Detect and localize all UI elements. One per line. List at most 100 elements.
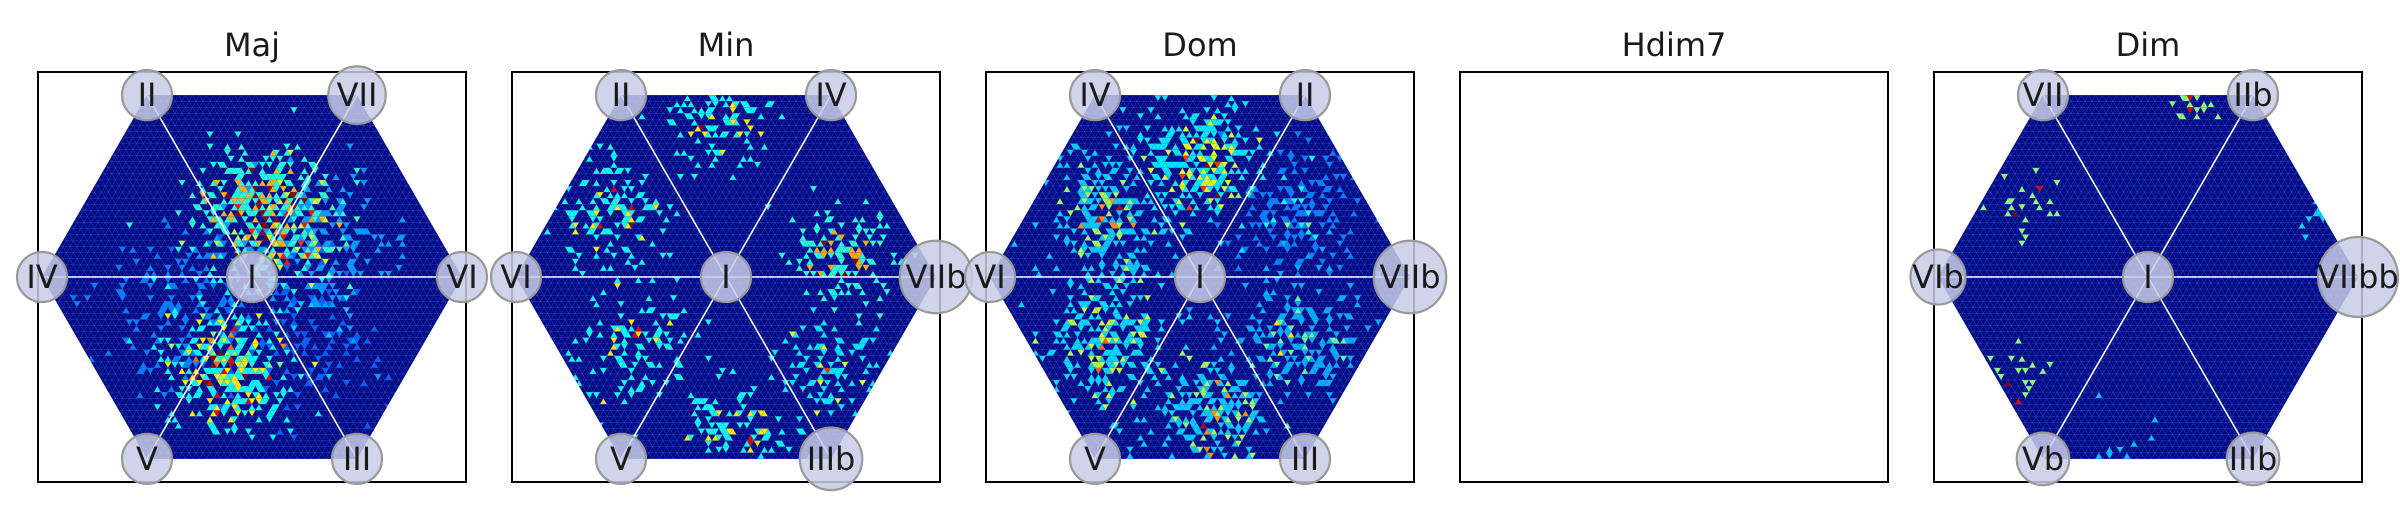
- density-cell: [473, 204, 480, 210]
- density-cell: [18, 204, 25, 210]
- density-cell: [546, 101, 553, 107]
- density-cell: [14, 210, 21, 216]
- density-cell: [504, 101, 511, 107]
- density-cell: [426, 137, 435, 144]
- density-cell: [454, 149, 462, 157]
- density-cell: [426, 131, 435, 138]
- density-cell: [440, 198, 449, 205]
- density-cell: [419, 149, 428, 157]
- density-cell: [423, 143, 431, 151]
- density-cell: [504, 107, 511, 113]
- density-cell: [529, 95, 536, 101]
- density-cell: [7, 150, 14, 156]
- density-cell: [69, 149, 78, 157]
- density-cell: [426, 167, 435, 175]
- density-cell: [504, 138, 511, 144]
- density-cell: [539, 162, 546, 168]
- density-cell: [52, 149, 60, 156]
- density-cell: [4, 101, 11, 107]
- density-cell: [497, 204, 504, 210]
- density-cell: [42, 185, 46, 193]
- density-cell: [87, 161, 95, 169]
- density-cell: [536, 150, 543, 156]
- density-cell: [543, 210, 550, 216]
- density-cell: [550, 113, 557, 119]
- density-cell: [574, 95, 581, 101]
- density-cell: [480, 162, 487, 168]
- density-cell: [25, 138, 32, 144]
- density-cell: [480, 198, 487, 204]
- density-cell: [447, 101, 456, 108]
- density-cell: [539, 210, 546, 216]
- density-cell: [560, 174, 567, 180]
- density-cell: [59, 197, 67, 205]
- density-cell: [497, 113, 504, 119]
- density-cell: [567, 119, 574, 125]
- density-cell: [454, 191, 462, 199]
- density-cell: [423, 149, 431, 156]
- density-cell: [405, 173, 414, 181]
- density-cell: [433, 143, 442, 150]
- density-cell: [454, 125, 462, 132]
- density-cell: [518, 150, 525, 156]
- density-cell: [388, 125, 396, 132]
- density-cell: [574, 156, 581, 162]
- density-cell: [536, 132, 543, 138]
- density-cell: [536, 180, 543, 186]
- density-cell: [447, 137, 456, 144]
- density-cell: [430, 179, 438, 187]
- density-cell: [536, 186, 543, 192]
- density-cell: [21, 192, 28, 198]
- density-cell: [48, 179, 57, 187]
- density-cell: [473, 192, 480, 198]
- density-cell: [80, 173, 88, 181]
- density-cell: [73, 107, 81, 114]
- density-cell: [518, 198, 525, 204]
- density-cell: [52, 125, 60, 132]
- density-cell: [476, 125, 483, 131]
- density-cell: [4, 210, 11, 216]
- density-cell: [525, 192, 532, 198]
- density-cell: [419, 137, 428, 144]
- density-cell: [0, 113, 7, 119]
- density-cell: [550, 119, 557, 125]
- density-cell: [444, 209, 452, 217]
- density-cell: [42, 197, 46, 205]
- density-cell: [469, 150, 476, 156]
- density-cell: [0, 162, 7, 168]
- density-cell: [494, 119, 501, 125]
- density-cell: [564, 174, 571, 180]
- density-cell: [423, 185, 431, 193]
- density-cell: [90, 143, 99, 150]
- density-cell: [433, 101, 442, 108]
- density-cell: [578, 132, 585, 138]
- density-cell: [522, 204, 529, 210]
- density-cell: [115, 100, 123, 108]
- density-cell: [458, 125, 462, 132]
- density-cell: [504, 156, 511, 162]
- density-cell: [11, 156, 18, 162]
- density-cell: [501, 156, 508, 162]
- density-cell: [409, 167, 417, 175]
- density-cell: [444, 185, 452, 193]
- density-cell: [80, 185, 88, 193]
- density-cell: [21, 162, 28, 168]
- density-cell: [0, 125, 7, 131]
- density-cell: [532, 150, 539, 156]
- density-cell: [21, 101, 28, 107]
- density-cell: [480, 113, 487, 119]
- density-cell: [444, 112, 452, 120]
- density-cell: [487, 180, 494, 186]
- density-cell: [571, 150, 578, 156]
- density-cell: [69, 161, 78, 169]
- density-cell: [564, 107, 571, 113]
- density-cell: [430, 173, 438, 181]
- density-cell: [529, 156, 536, 162]
- density-cell: [444, 137, 452, 144]
- density-cell: [73, 131, 81, 138]
- density-cell: [560, 180, 567, 186]
- density-cell: [518, 186, 525, 192]
- density-cell: [25, 119, 32, 125]
- density-cell: [480, 138, 487, 144]
- density-cell: [59, 95, 67, 102]
